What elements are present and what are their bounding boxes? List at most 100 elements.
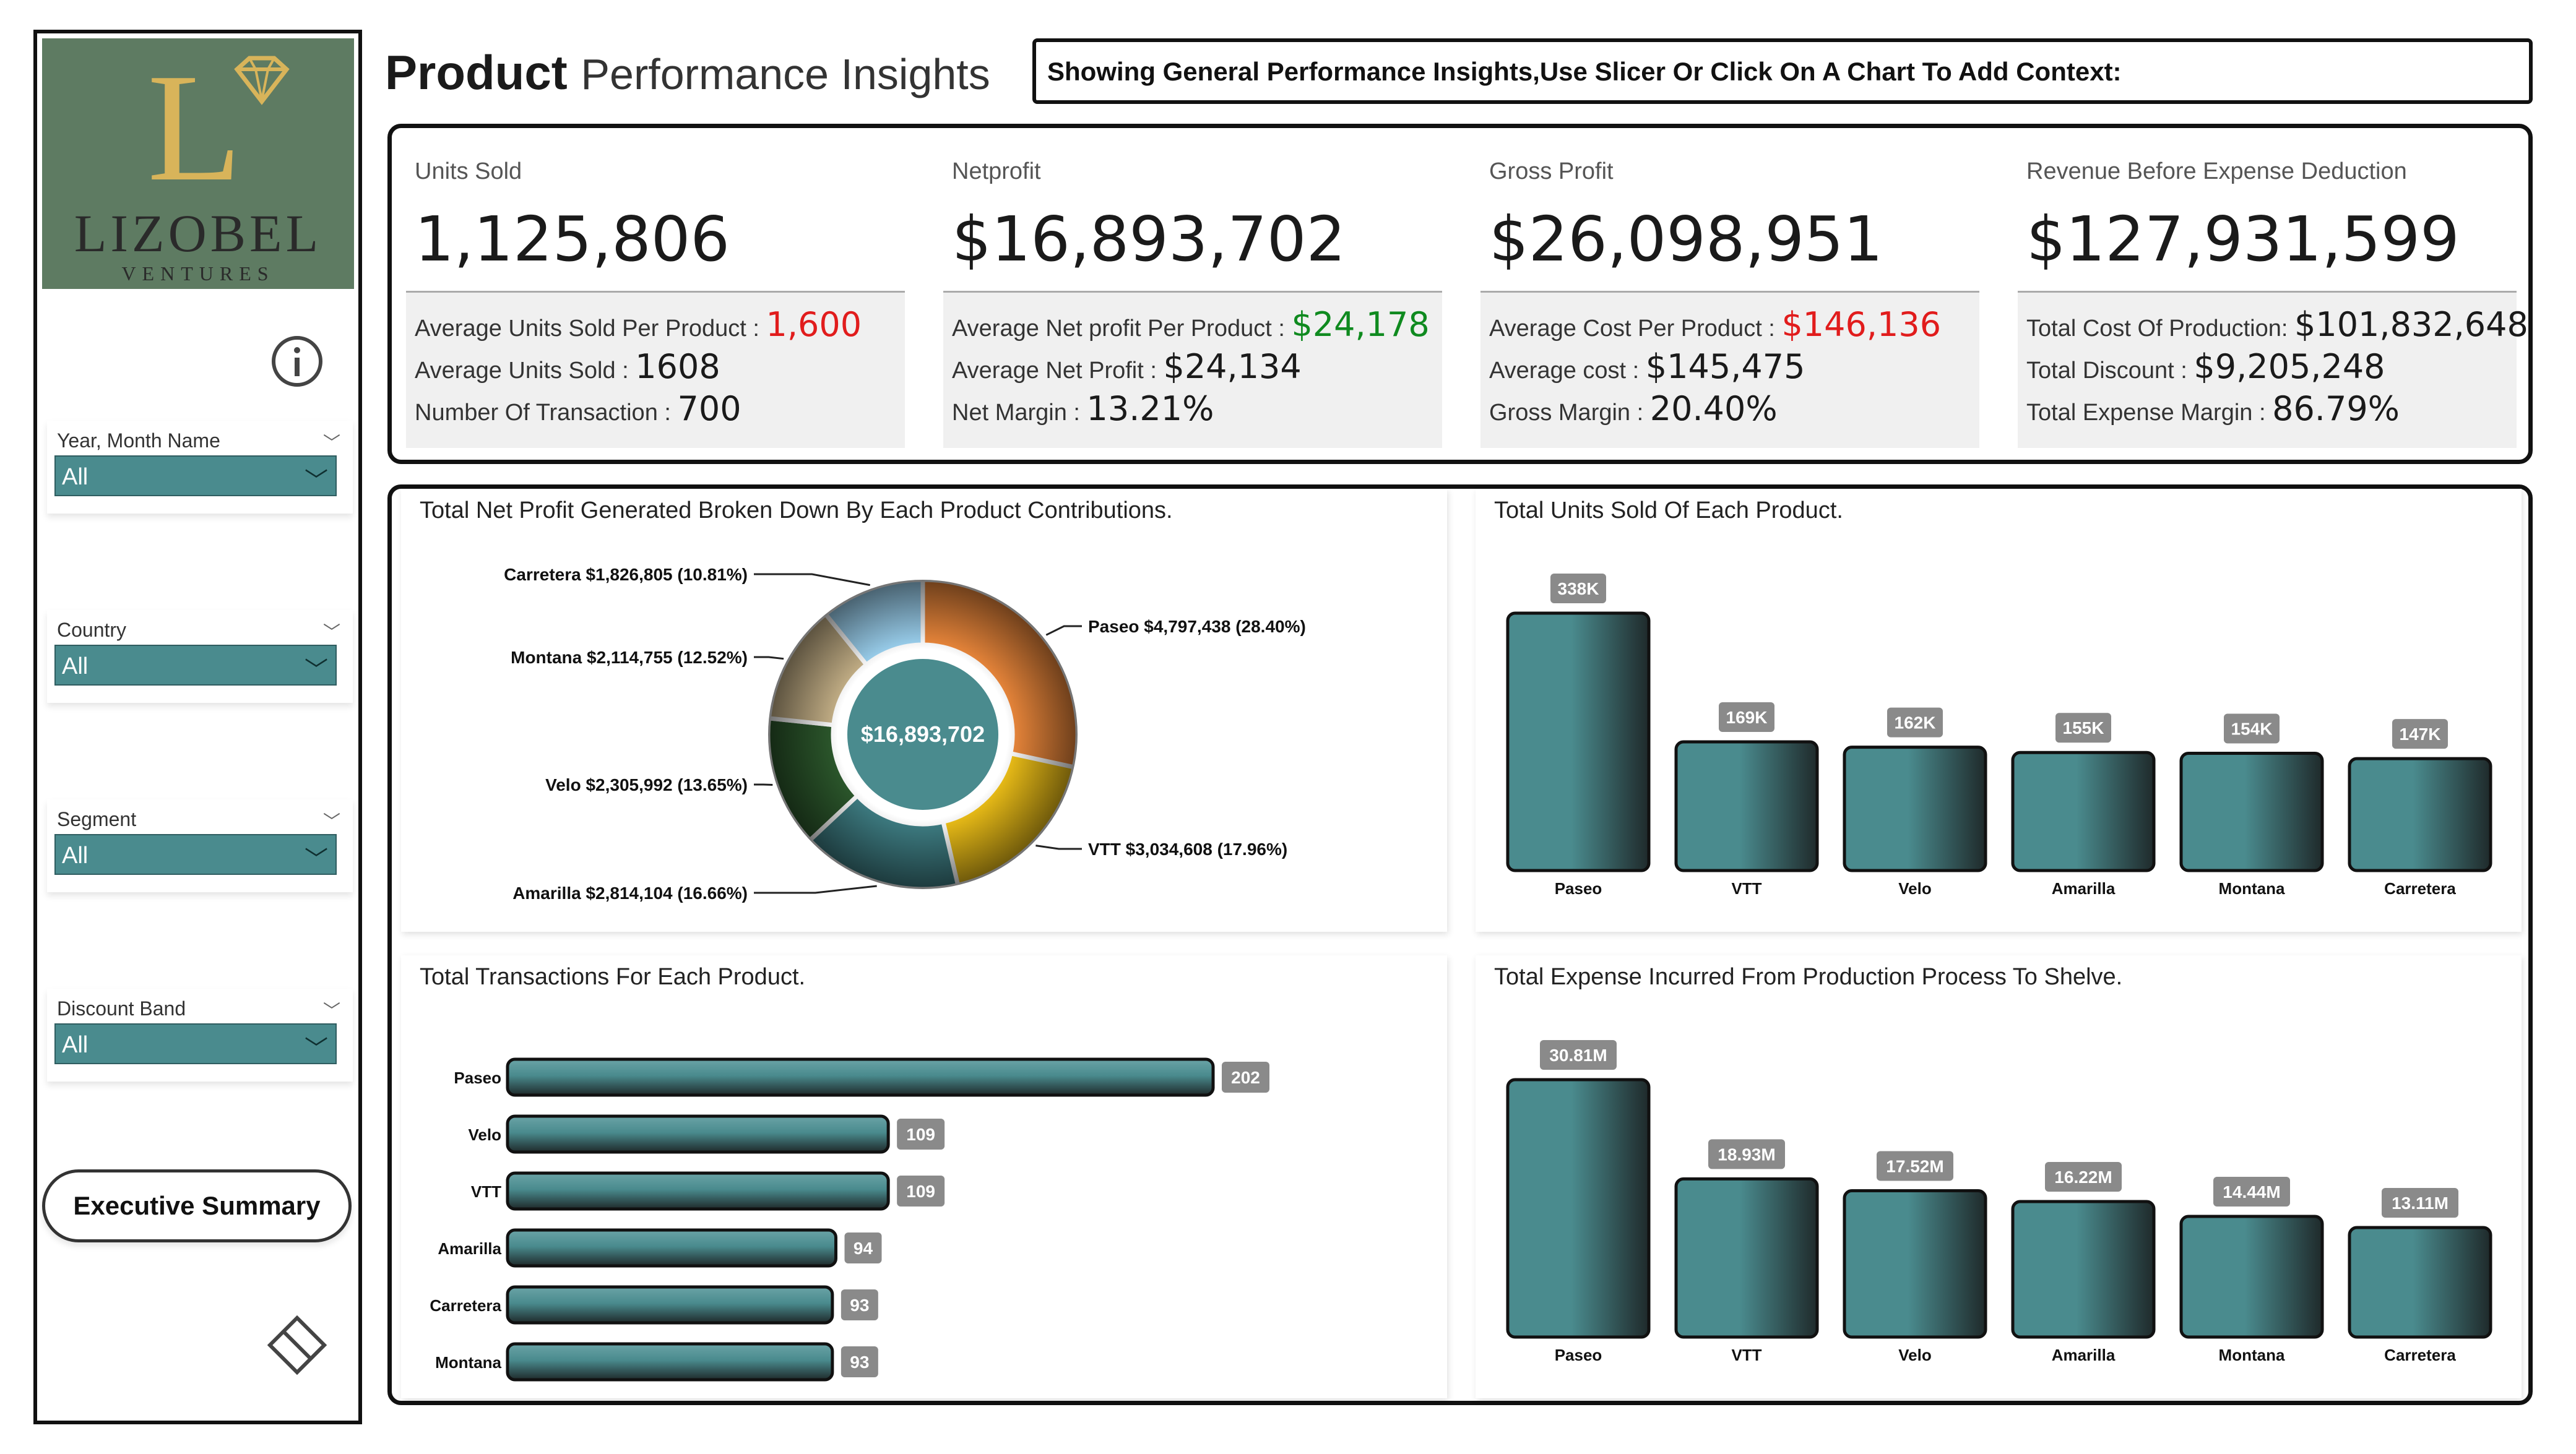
info-icon[interactable] [270,334,324,389]
slicer-value: All [62,843,89,869]
data-label-bg [1222,1062,1269,1093]
chevron-down-icon[interactable]: ﹀ [322,433,340,452]
data-label-bg [897,1119,945,1150]
bar-amarilla [2011,751,2156,872]
data-label: 93 [850,1353,869,1372]
kpi-revenue[interactable]: Revenue Before Expense Deduction $127,93… [2018,129,2528,448]
chart-title: Total Units Sold Of Each Product. [1494,497,1843,523]
category-label: VTT [1731,1346,1761,1364]
kpi-value: 1,125,806 [415,203,730,275]
donut-label-velo: Velo $2,305,992 (13.65%) [545,775,748,794]
data-label: 109 [906,1182,935,1201]
chart-units-sold[interactable]: Total Units Sold Of Each Product. 338K Pa… [1476,489,2522,932]
kpi-detail-line: Average Units Sold : 1608 [415,347,720,386]
data-label-bg [841,1289,878,1320]
kpi-value: $26,098,951 [1489,203,1883,275]
data-label-bg [1550,574,1606,603]
kpi-detail-line: Average Cost Per Product : $146,136 [1489,305,1942,344]
data-label: 17.52M [1886,1156,1943,1176]
slicer-dropdown[interactable]: All ﹀ [54,834,337,875]
donut-leader-line [1035,845,1082,850]
data-label: 14.44M [2223,1182,2280,1202]
data-label: 18.93M [1718,1145,1775,1164]
category-label: Paseo [454,1069,501,1087]
category-label: Carretera [2384,1346,2456,1364]
slicer-dropdown[interactable]: All ﹀ [54,455,337,496]
donut-label-carretera: Carretera $1,826,805 (10.81%) [504,565,748,584]
kpi-detail-line: Gross Margin : 20.40% [1489,389,1778,428]
donut-label-paseo: Paseo $4,797,438 (28.40%) [1088,617,1306,636]
kpi-netprofit[interactable]: Netprofit $16,893,702 Average Net profit… [943,129,1442,448]
kpi-detail-value: 86.79% [2272,389,2400,428]
diamond-outline-icon[interactable] [266,1314,328,1376]
dropdown-arrow-icon[interactable]: ﹀ [304,847,328,873]
bar-amarilla [2011,1200,2156,1339]
context-banner: Showing General Performance Insights,Use… [1032,38,2533,104]
bar-vtt [1674,740,1819,872]
chart-expense[interactable]: Total Expense Incurred From Production P… [1476,955,2522,1398]
page-title-bold: Product [385,45,568,100]
units-bar-chart[interactable]: 338K Paseo 169K VTT 162K Velo 155K Amarilla 154K… [1476,489,2522,932]
slicer-discount-band[interactable]: Discount Band ﹀ All ﹀ [47,989,353,1082]
data-label-bg [1719,702,1774,732]
slicer-dropdown[interactable]: All ﹀ [54,645,337,686]
data-label: 16.22M [2054,1168,2112,1187]
data-label-bg [1708,1139,1785,1169]
data-label: 13.11M [2392,1194,2448,1213]
chart-net-profit-donut[interactable]: Total Net Profit Generated Broken Down B… [401,489,1447,932]
slicer-label: Country [57,619,127,641]
category-label: VTT [471,1182,501,1201]
category-label: VTT [1731,879,1761,898]
kpi-value: $16,893,702 [952,203,1346,275]
bar-carretera [2348,1226,2492,1339]
category-label: Carretera [430,1296,501,1315]
kpi-title: Units Sold [415,158,522,184]
kpi-detail-value: 1,600 [766,305,862,344]
slicer-value: All [62,464,89,490]
bar-carretera [506,1285,834,1325]
donut-chart[interactable]: Paseo $4,797,438 (28.40%) VTT $3,034,608 … [401,489,1447,932]
transactions-bar-chart[interactable]: Paseo 202 Velo 109 VTT 109 Amarilla 94 Carretera… [401,955,1447,1398]
slicer-year-month[interactable]: Year, Month Name ﹀ All ﹀ [47,421,353,514]
kpi-detail-line: Average Net Profit : $24,134 [952,347,1302,386]
data-label: 338K [1558,579,1599,598]
chart-title: Total Transactions For Each Product. [420,964,806,990]
bar-paseo [1506,611,1651,872]
dropdown-arrow-icon[interactable]: ﹀ [304,658,328,684]
bar-velo [506,1114,890,1154]
donut-leader-line [1045,625,1082,636]
kpi-detail-value: 13.21% [1086,389,1214,428]
bar-vtt [506,1171,890,1211]
expense-bar-chart[interactable]: 30.81M Paseo 18.93M VTT 17.52M Velo 16.22M Amar… [1476,955,2522,1398]
slicer-country[interactable]: Country ﹀ All ﹀ [47,610,353,703]
bar-amarilla [506,1228,837,1268]
kpi-units-sold[interactable]: Units Sold 1,125,806 Average Units Sold … [406,129,905,448]
data-label: 94 [854,1239,873,1258]
chart-title: Total Expense Incurred From Production P… [1494,964,2123,990]
kpi-detail-line: Total Discount : $9,205,248 [2026,347,2385,386]
kpi-detail-line: Number Of Transaction : 700 [415,389,741,428]
data-label: 155K [2063,718,2104,738]
chart-transactions[interactable]: Total Transactions For Each Product. Pas… [401,955,1447,1398]
slicer-dropdown[interactable]: All ﹀ [54,1023,337,1064]
chevron-down-icon[interactable]: ﹀ [322,622,340,642]
kpi-detail-value: $146,136 [1781,305,1942,344]
category-label: Velo [1898,879,1931,898]
kpi-details: Average Cost Per Product : $146,136 Aver… [1480,291,1979,448]
chart-title: Total Net Profit Generated Broken Down B… [420,497,1173,523]
dropdown-arrow-icon[interactable]: ﹀ [304,468,328,494]
dropdown-arrow-icon[interactable]: ﹀ [304,1036,328,1062]
kpi-details: Average Net profit Per Product : $24,178… [943,291,1442,448]
chevron-down-icon[interactable]: ﹀ [322,1001,340,1020]
category-label: Montana [2219,879,2285,898]
data-label-bg [1877,1151,1953,1181]
category-label: Amarilla [2052,879,2116,898]
slicer-segment[interactable]: Segment ﹀ All ﹀ [47,799,353,892]
donut-center-label: $16,893,702 [861,721,985,747]
slicer-value: All [62,1032,89,1058]
kpi-detail-value: $24,134 [1163,347,1302,386]
bar-paseo [506,1057,1215,1097]
chevron-down-icon[interactable]: ﹀ [322,812,340,831]
executive-summary-button[interactable]: Executive Summary [42,1169,352,1242]
kpi-gross-profit[interactable]: Gross Profit $26,098,951 Average Cost Pe… [1480,129,1979,448]
